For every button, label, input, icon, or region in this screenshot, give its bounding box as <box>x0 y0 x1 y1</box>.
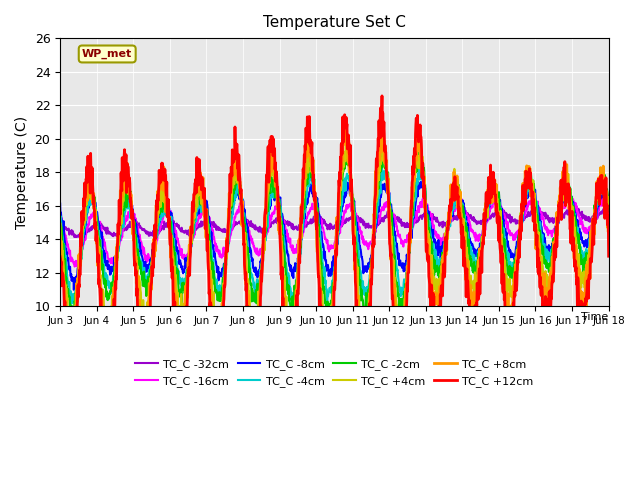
TC_C -8cm <box>272 189 280 195</box>
TC_C +8cm <box>340 122 348 128</box>
TC_C +8cm <box>509 287 517 293</box>
TC_C -32cm <box>509 218 517 224</box>
TC_C -4cm <box>415 165 423 171</box>
TC_C +4cm <box>271 177 279 182</box>
TC_C +4cm <box>605 199 612 205</box>
TC_C -8cm <box>56 201 64 206</box>
TC_C -32cm <box>76 234 83 240</box>
TC_C +12cm <box>557 198 564 204</box>
Line: TC_C +8cm: TC_C +8cm <box>60 125 609 370</box>
TC_C +8cm <box>56 234 64 240</box>
TC_C -2cm <box>177 301 185 307</box>
TC_C +12cm <box>378 93 386 99</box>
TC_C +12cm <box>285 382 292 387</box>
TC_C +12cm <box>360 412 367 418</box>
TC_C -16cm <box>556 209 564 215</box>
TC_C -16cm <box>285 237 293 242</box>
TC_C -4cm <box>56 216 64 222</box>
Line: TC_C -8cm: TC_C -8cm <box>60 182 609 290</box>
TC_C -8cm <box>178 263 186 269</box>
TC_C -8cm <box>417 179 425 185</box>
TC_C -2cm <box>56 219 64 225</box>
TC_C +4cm <box>557 194 564 200</box>
TC_C +12cm <box>605 253 612 259</box>
TC_C -32cm <box>285 220 293 226</box>
TC_C -8cm <box>605 204 612 210</box>
TC_C +4cm <box>509 276 517 282</box>
TC_C -8cm <box>419 185 427 191</box>
TC_C -32cm <box>178 225 186 230</box>
TC_C -32cm <box>272 218 280 224</box>
TC_C -16cm <box>419 196 427 202</box>
TC_C -16cm <box>605 200 612 205</box>
TC_C -2cm <box>271 174 279 180</box>
TC_C +4cm <box>380 139 387 145</box>
TC_C +12cm <box>419 177 427 183</box>
TC_C -2cm <box>285 283 292 288</box>
TC_C +4cm <box>419 168 427 174</box>
TC_C -2cm <box>419 161 427 167</box>
Legend: TC_C -32cm, TC_C -16cm, TC_C -8cm, TC_C -4cm, TC_C -2cm, TC_C +4cm, TC_C +8cm, T: TC_C -32cm, TC_C -16cm, TC_C -8cm, TC_C … <box>131 355 538 391</box>
TC_C +12cm <box>509 300 517 306</box>
TC_C -16cm <box>56 214 64 220</box>
TC_C -4cm <box>285 273 293 279</box>
Line: TC_C -32cm: TC_C -32cm <box>60 208 609 237</box>
TC_C -32cm <box>570 205 577 211</box>
TC_C +12cm <box>56 254 64 260</box>
TC_C +8cm <box>271 183 279 189</box>
TC_C -16cm <box>272 206 280 212</box>
TC_C -16cm <box>509 233 517 239</box>
TC_C -32cm <box>556 214 564 219</box>
TC_C +8cm <box>360 367 368 372</box>
TC_C -2cm <box>557 201 564 207</box>
Line: TC_C -16cm: TC_C -16cm <box>60 193 609 266</box>
TC_C +4cm <box>285 317 292 323</box>
Y-axis label: Temperature (C): Temperature (C) <box>15 116 29 229</box>
TC_C +8cm <box>285 357 292 362</box>
TC_C +8cm <box>177 331 185 337</box>
Line: TC_C +4cm: TC_C +4cm <box>60 142 609 347</box>
TC_C -4cm <box>272 188 280 194</box>
TC_C +4cm <box>56 221 64 227</box>
TC_C +8cm <box>605 222 612 228</box>
TC_C +4cm <box>177 291 185 297</box>
TC_C -8cm <box>285 262 293 267</box>
TC_C -32cm <box>605 207 612 213</box>
Line: TC_C +12cm: TC_C +12cm <box>60 96 609 415</box>
TC_C -2cm <box>509 268 517 274</box>
TC_C -32cm <box>419 213 427 218</box>
TC_C -2cm <box>416 143 424 149</box>
TC_C -4cm <box>509 267 517 273</box>
TC_C -4cm <box>178 285 186 291</box>
TC_C -8cm <box>509 252 517 257</box>
TC_C -4cm <box>419 176 427 182</box>
TC_C -8cm <box>557 203 564 209</box>
Line: TC_C -2cm: TC_C -2cm <box>60 146 609 316</box>
TC_C -16cm <box>601 191 609 196</box>
TC_C +12cm <box>271 160 279 166</box>
TC_C -8cm <box>70 287 77 293</box>
Text: WP_met: WP_met <box>82 49 132 59</box>
TC_C +4cm <box>325 344 333 349</box>
Title: Temperature Set C: Temperature Set C <box>263 15 406 30</box>
TC_C -4cm <box>605 195 612 201</box>
TC_C -2cm <box>326 313 333 319</box>
TC_C -32cm <box>56 223 64 228</box>
TC_C -4cm <box>67 300 75 306</box>
TC_C -16cm <box>178 246 186 252</box>
TC_C +8cm <box>557 196 564 202</box>
TC_C +8cm <box>419 169 427 175</box>
TC_C +12cm <box>177 364 185 370</box>
Text: Time: Time <box>581 312 609 322</box>
TC_C -16cm <box>71 264 79 269</box>
TC_C -2cm <box>605 208 612 214</box>
Line: TC_C -4cm: TC_C -4cm <box>60 168 609 303</box>
TC_C -4cm <box>557 205 564 211</box>
